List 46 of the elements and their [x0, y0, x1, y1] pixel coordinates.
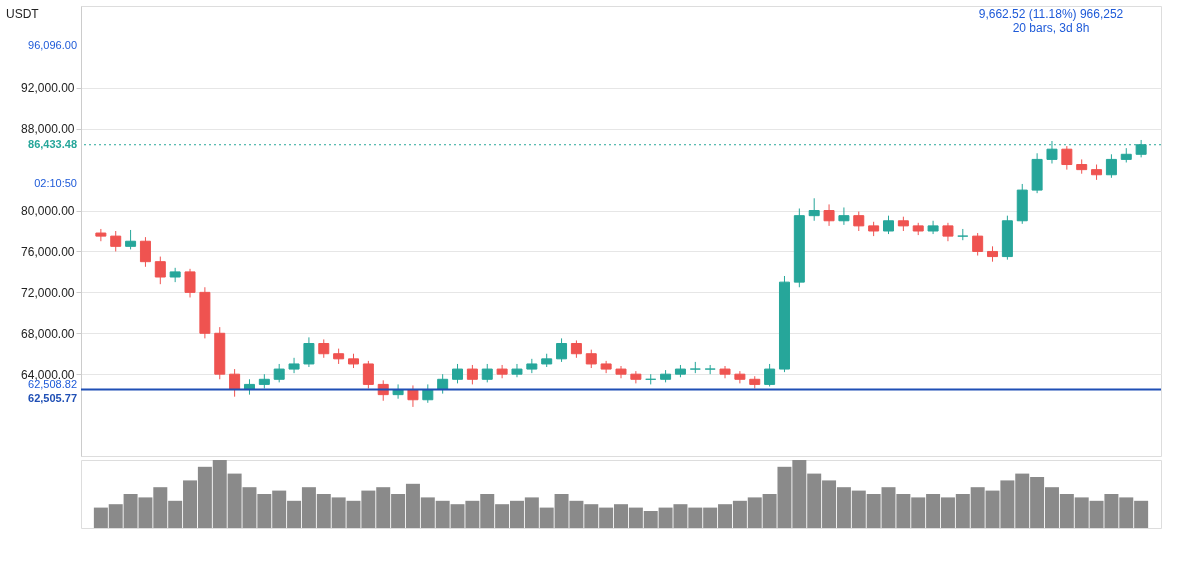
y-tick-label: 76,000.00 [21, 244, 75, 259]
candlestick [481, 363, 493, 383]
candlestick [288, 357, 300, 374]
annotation: 20 bars, 3d 8h [1012, 21, 1090, 35]
candlestick [125, 229, 137, 250]
candlestick [927, 220, 939, 235]
y-tick-label: 92,000.00 [21, 81, 75, 96]
text: 02:10:50 [34, 177, 77, 189]
candlestick [407, 384, 419, 408]
ref-line-label: 86,433.48 [28, 137, 77, 150]
y-tick-label: 72,000.00 [21, 285, 75, 300]
candlestick [630, 370, 642, 384]
candlestick [808, 197, 820, 222]
candlestick [154, 256, 166, 285]
annotation: 9,662.52 (11.18%) 966,252 [978, 7, 1124, 21]
candlestick [362, 360, 374, 389]
candlestick [734, 370, 746, 384]
candlestick [139, 236, 151, 268]
candlestick [942, 222, 954, 242]
candlestick [853, 211, 865, 232]
candlestick [95, 228, 107, 242]
candlestick [883, 215, 894, 235]
candlestick [303, 336, 315, 368]
candlestick [1061, 145, 1073, 171]
candlestick [466, 364, 478, 385]
ref-line-label: 62,505.77 [28, 392, 77, 405]
candlestick [496, 364, 508, 379]
candlestick [110, 230, 122, 252]
candlestick [764, 363, 776, 387]
candlestick [452, 363, 464, 384]
candlestick [838, 206, 850, 226]
candlestick [645, 373, 657, 385]
text: USDT [6, 7, 40, 21]
candlestick [585, 349, 597, 369]
text: 96,096.00 [28, 39, 77, 51]
y-tick-label: 88,000.00 [21, 122, 75, 137]
candlestick [318, 338, 330, 359]
candlestick [273, 363, 285, 383]
candlestick [511, 363, 523, 378]
y-tick-label: 68,000.00 [21, 326, 75, 341]
candlestick [184, 268, 196, 298]
candlestick [1105, 153, 1117, 179]
candlestick [972, 232, 984, 257]
candlestick [556, 337, 568, 363]
y-tick-label: 80,000.00 [21, 204, 75, 219]
candlestick [823, 203, 835, 227]
